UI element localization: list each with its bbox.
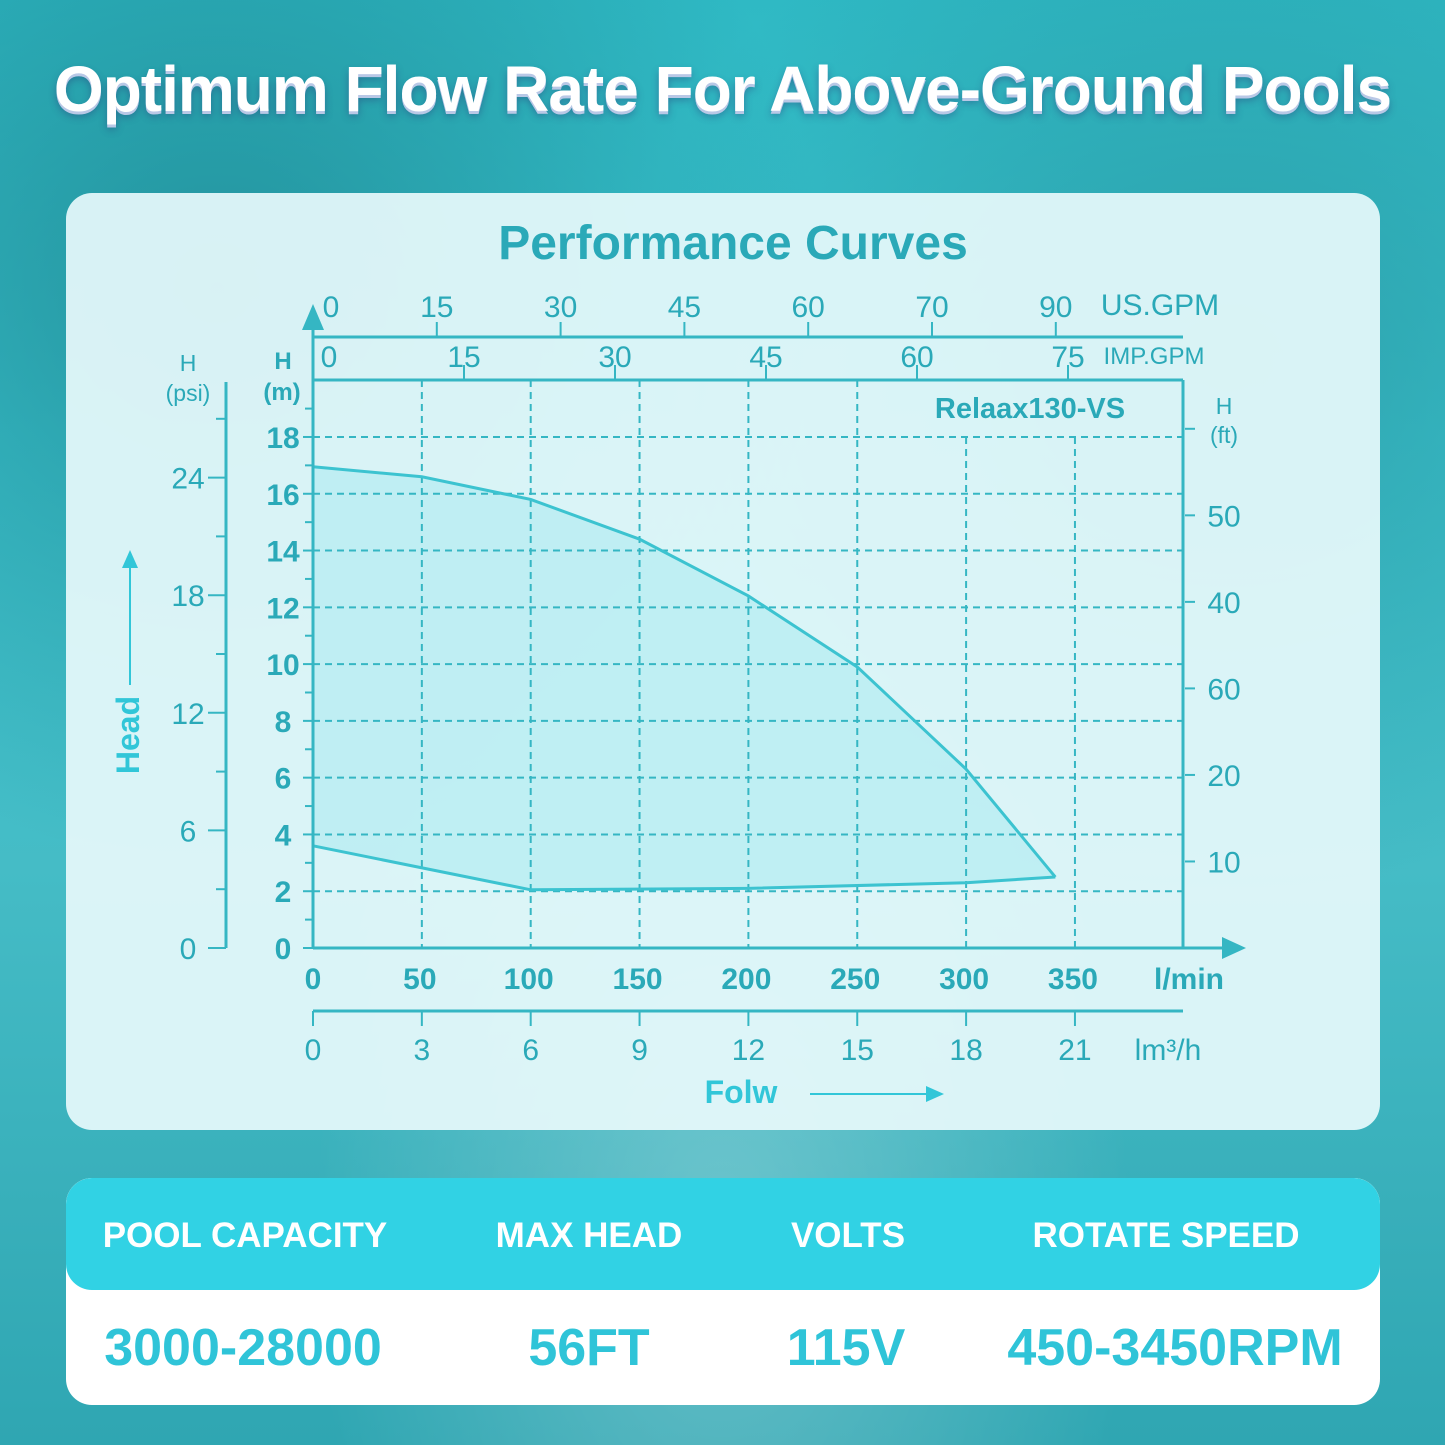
m-tick-label: 10 bbox=[266, 649, 299, 682]
lmin-unit: l/min bbox=[1154, 963, 1224, 996]
m3h-tick-label: 0 bbox=[305, 1034, 322, 1067]
ft-tick-label: 10 bbox=[1207, 846, 1240, 879]
m-tick-label: 0 bbox=[275, 933, 292, 966]
ft-tick-label: 20 bbox=[1207, 760, 1240, 793]
imp-gpm-tick-label: 15 bbox=[447, 341, 480, 374]
m-tick-label: 16 bbox=[266, 479, 299, 512]
m-axis-unit: (m) bbox=[263, 379, 300, 406]
head-arrow-icon bbox=[122, 550, 138, 568]
m3h-tick-label: 18 bbox=[949, 1034, 982, 1067]
upper-curve bbox=[312, 465, 1057, 878]
y-axis-arrow-icon bbox=[302, 304, 324, 330]
lmin-tick-label: 100 bbox=[504, 963, 554, 996]
ft-tick-label: 50 bbox=[1207, 500, 1240, 533]
psi-axis-unit: H bbox=[180, 350, 197, 376]
header-rotate-speed: ROTATE SPEED bbox=[1032, 1216, 1300, 1255]
header-volts: VOLTS bbox=[790, 1216, 906, 1255]
value-pool-capacity: 3000-28000 bbox=[104, 1319, 382, 1377]
m3h-tick-label: 21 bbox=[1058, 1034, 1091, 1067]
imp-gpm-tick-label: 0 bbox=[321, 341, 338, 374]
us-gpm-tick-label: 15 bbox=[420, 291, 453, 324]
lmin-tick-label: 0 bbox=[305, 963, 322, 996]
us-gpm-tick-label: 45 bbox=[668, 291, 701, 324]
folw-arrow-icon bbox=[926, 1086, 944, 1102]
header-max-head: MAX HEAD bbox=[495, 1216, 683, 1255]
m-tick-label: 2 bbox=[275, 876, 292, 909]
ft-axis-unit: (ft) bbox=[1210, 422, 1238, 448]
y-axis-title: Head bbox=[110, 696, 146, 774]
m-tick-label: 12 bbox=[266, 592, 299, 625]
lmin-tick-label: 50 bbox=[403, 963, 436, 996]
lower-curve bbox=[312, 844, 1056, 892]
x-axis-arrow-icon bbox=[1222, 937, 1246, 959]
psi-tick-label: 0 bbox=[180, 933, 197, 966]
value-max-head: 56FT bbox=[528, 1319, 650, 1377]
chart-title: Performance Curves bbox=[498, 217, 968, 270]
imp-gpm-tick-label: 75 bbox=[1051, 341, 1084, 374]
value-volts: 115V bbox=[786, 1319, 906, 1377]
psi-tick-label: 12 bbox=[171, 698, 204, 731]
specs-header-row bbox=[66, 1178, 1380, 1290]
x-axis-title: Folw bbox=[705, 1074, 778, 1110]
m3h-tick-label: 9 bbox=[631, 1034, 648, 1067]
m-tick-label: 14 bbox=[266, 536, 300, 569]
psi-tick-label: 18 bbox=[171, 580, 204, 613]
imp-gpm-tick-label: 30 bbox=[598, 341, 631, 374]
page-title: Optimum Flow Rate For Above-Ground Pools bbox=[53, 53, 1392, 125]
lmin-tick-label: 250 bbox=[830, 963, 880, 996]
m3h-tick-label: 15 bbox=[841, 1034, 874, 1067]
us-gpm-tick-label: 70 bbox=[915, 291, 948, 324]
lmin-tick-label: 300 bbox=[939, 963, 989, 996]
m3h-tick-label: 6 bbox=[522, 1034, 539, 1067]
ft-axis-unit: H bbox=[1216, 393, 1233, 419]
us-gpm-unit: US.GPM bbox=[1101, 289, 1219, 322]
lmin-tick-label: 200 bbox=[721, 963, 771, 996]
ft-tick-label: 40 bbox=[1207, 587, 1240, 620]
psi-tick-label: 6 bbox=[180, 815, 197, 848]
m-tick-label: 8 bbox=[275, 706, 292, 739]
imp-gpm-tick-label: 60 bbox=[900, 341, 933, 374]
m-tick-label: 4 bbox=[275, 819, 292, 852]
m-tick-label: 6 bbox=[275, 763, 292, 796]
lmin-tick-label: 350 bbox=[1048, 963, 1098, 996]
m-axis-unit: H bbox=[274, 348, 291, 375]
lmin-tick-label: 150 bbox=[613, 963, 663, 996]
m3h-tick-label: 3 bbox=[414, 1034, 431, 1067]
us-gpm-tick-label: 30 bbox=[544, 291, 577, 324]
m3h-unit: lm³/h bbox=[1135, 1034, 1202, 1067]
psi-axis-unit: (psi) bbox=[166, 380, 211, 406]
value-rotate-speed: 450-3450RPM bbox=[1007, 1319, 1343, 1377]
header-pool-capacity: POOL CAPACITY bbox=[102, 1216, 388, 1255]
model-label: Relaax130-VS bbox=[935, 393, 1125, 425]
psi-tick-label: 24 bbox=[171, 463, 204, 496]
specs-table: POOL CAPACITY MAX HEAD VOLTS ROTATE SPEE… bbox=[66, 1178, 1380, 1405]
ft-tick-label: 60 bbox=[1207, 673, 1240, 706]
m3h-tick-label: 12 bbox=[732, 1034, 765, 1067]
us-gpm-tick-label: 0 bbox=[323, 291, 340, 324]
us-gpm-tick-label: 90 bbox=[1039, 291, 1072, 324]
operating-area bbox=[313, 466, 1056, 890]
us-gpm-tick-label: 60 bbox=[792, 291, 825, 324]
imp-gpm-unit: IMP.GPM bbox=[1104, 343, 1205, 370]
m-tick-label: 18 bbox=[266, 422, 299, 455]
imp-gpm-tick-label: 45 bbox=[749, 341, 782, 374]
